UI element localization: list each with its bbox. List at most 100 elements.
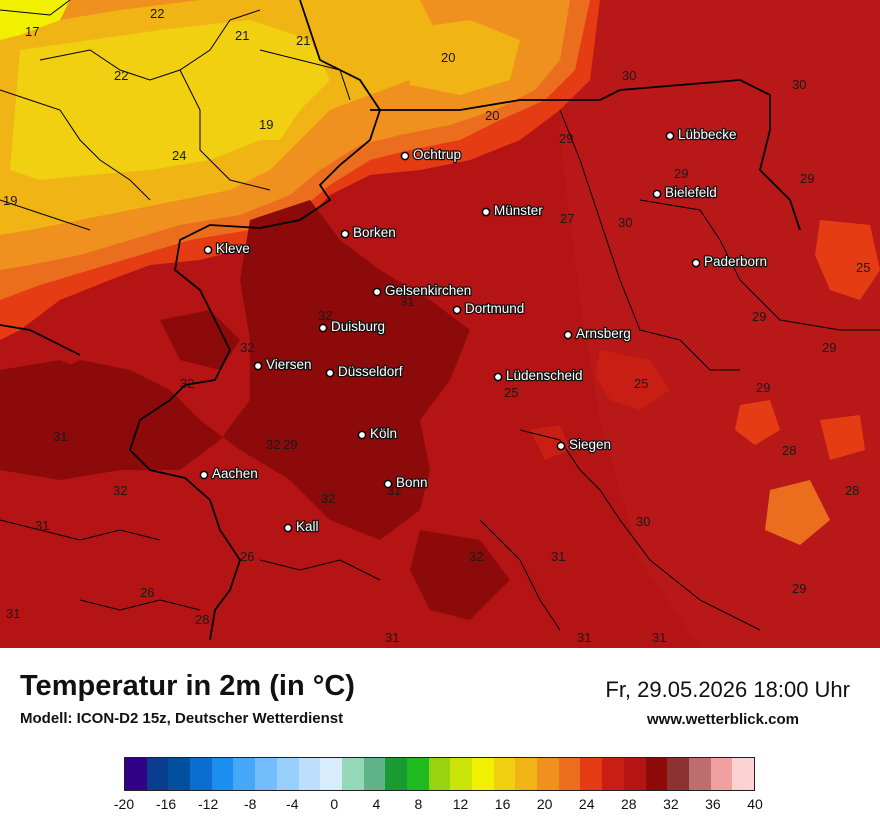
colorbar-segment	[580, 758, 603, 790]
city-dot	[691, 258, 701, 268]
temperature-field-spot-3	[765, 480, 830, 545]
colorbar-segment	[363, 758, 386, 790]
colorbar-segment	[125, 758, 147, 790]
city-marker-dortmund[interactable]: Dortmund	[452, 300, 526, 317]
colorbar-segment	[667, 758, 689, 790]
city-markers: Lübbecke Ochtrup Bielefeld Münster Borke…	[199, 126, 768, 535]
city-marker-luedenscheid[interactable]: Lüdenscheid	[493, 367, 584, 384]
city-label: Arnsberg	[576, 326, 631, 341]
city-label: Kall	[296, 519, 319, 534]
temperature-map: 17 22 21 21 20 22 19 20 24 19 30 30 29 2…	[0, 0, 880, 648]
iso-label: 19	[259, 117, 273, 132]
city-marker-ochtrup[interactable]: Ochtrup	[400, 146, 462, 163]
temperature-colorbar	[124, 757, 755, 791]
colorbar-tick-label: -8	[243, 796, 257, 812]
city-marker-bonn[interactable]: Bonn	[383, 474, 429, 491]
city-marker-luebbecke[interactable]: Lübbecke	[665, 126, 738, 143]
temperature-field-darkred-3	[410, 530, 510, 620]
temperature-field-spot-2	[815, 220, 880, 300]
city-label: Bielefeld	[665, 185, 717, 200]
iso-label: 31	[35, 518, 49, 533]
city-marker-borken[interactable]: Borken	[340, 224, 397, 241]
temperature-field-darkred-4	[160, 310, 240, 370]
iso-label: 31	[652, 630, 666, 645]
city-label: Lübbecke	[678, 127, 737, 142]
city-dot	[357, 430, 367, 440]
website-link[interactable]: www.wetterblick.com	[647, 711, 799, 728]
iso-label: 32	[113, 483, 127, 498]
city-dot	[493, 372, 503, 382]
city-label: Köln	[370, 426, 397, 441]
iso-label: 20	[441, 50, 455, 65]
city-label: Borken	[353, 225, 396, 240]
city-dot	[325, 368, 335, 378]
model-source: Modell: ICON-D2 15z, Deutscher Wetterdie…	[20, 710, 344, 727]
city-marker-kall[interactable]: Kall	[283, 518, 320, 535]
iso-label: 31	[53, 429, 67, 444]
iso-label: 28	[195, 612, 209, 627]
temperature-field-spot-6	[530, 425, 570, 460]
iso-label: 27	[560, 211, 574, 226]
city-marker-muenster[interactable]: Münster	[481, 202, 545, 219]
valid-datetime: Fr, 29.05.2026 18:00 Uhr	[605, 677, 850, 702]
iso-label: 29	[800, 171, 814, 186]
colorbar-tick-label: -16	[155, 796, 177, 812]
colorbar-segment	[732, 758, 754, 790]
city-label: Kleve	[216, 241, 250, 256]
colorbar-segment	[190, 758, 212, 790]
city-dot	[283, 523, 293, 533]
colorbar-segment	[320, 758, 342, 790]
colorbar-segment	[255, 758, 277, 790]
iso-label: 31	[577, 630, 591, 645]
city-label: Aachen	[212, 466, 258, 481]
colorbar-tick-label: 12	[452, 796, 469, 812]
borders-thin	[0, 0, 880, 631]
colorbar-tick-label: -12	[198, 796, 219, 812]
iso-label: 31	[6, 606, 20, 621]
iso-label: 25	[856, 260, 870, 275]
city-dot	[372, 287, 382, 297]
iso-label: 20	[485, 108, 499, 123]
iso-label: 31	[551, 549, 565, 564]
iso-label: 29	[559, 131, 573, 146]
city-marker-arnsberg[interactable]: Arnsberg	[563, 325, 632, 342]
iso-label: 32	[266, 437, 280, 452]
city-marker-aachen[interactable]: Aachen	[199, 465, 259, 482]
colorbar-segment	[298, 758, 321, 790]
iso-label: 29	[756, 380, 770, 395]
city-marker-koeln[interactable]: Köln	[357, 425, 398, 442]
city-marker-paderborn[interactable]: Paderborn	[691, 253, 768, 270]
colorbar-segment	[428, 758, 451, 790]
city-label: Bonn	[396, 475, 428, 490]
colorbar-tick-label: -4	[286, 796, 299, 812]
colorbar-segment	[276, 758, 299, 790]
iso-label: 32	[180, 376, 194, 391]
city-label: Lüdenscheid	[506, 368, 583, 383]
borders-thick	[0, 0, 801, 641]
city-dot	[665, 131, 675, 141]
colorbar-tick-label: -20	[113, 796, 135, 812]
city-label: Siegen	[569, 437, 611, 452]
city-marker-kleve[interactable]: Kleve	[203, 240, 251, 257]
iso-label: 30	[636, 514, 650, 529]
temperature-field-spot-5	[820, 415, 865, 460]
colorbar-tick-label: 36	[705, 796, 721, 812]
city-marker-gelsenkirchen[interactable]: Gelsenkirchen	[372, 282, 473, 299]
iso-label: 30	[618, 215, 632, 230]
city-marker-viersen[interactable]: Viersen	[253, 356, 313, 373]
city-marker-bielefeld[interactable]: Bielefeld	[652, 184, 718, 201]
colorbar-segment	[211, 758, 234, 790]
temperature-field-yellow-5	[400, 20, 520, 95]
city-marker-siegen[interactable]: Siegen	[556, 436, 612, 453]
colorbar-segment	[450, 758, 472, 790]
city-dot	[652, 189, 662, 199]
map-title: Temperatur in 2m (in °C)	[20, 670, 355, 702]
city-dot	[253, 361, 263, 371]
city-dot	[452, 305, 462, 315]
colorbar-tick-label: 32	[663, 796, 679, 812]
city-marker-duisburg[interactable]: Duisburg	[318, 318, 386, 335]
iso-label: 28	[782, 443, 796, 458]
iso-label: 19	[3, 193, 17, 208]
city-marker-duesseldorf[interactable]: Düsseldorf	[325, 363, 404, 380]
map-footer: Temperatur in 2m (in °C) Modell: ICON-D2…	[0, 648, 880, 830]
